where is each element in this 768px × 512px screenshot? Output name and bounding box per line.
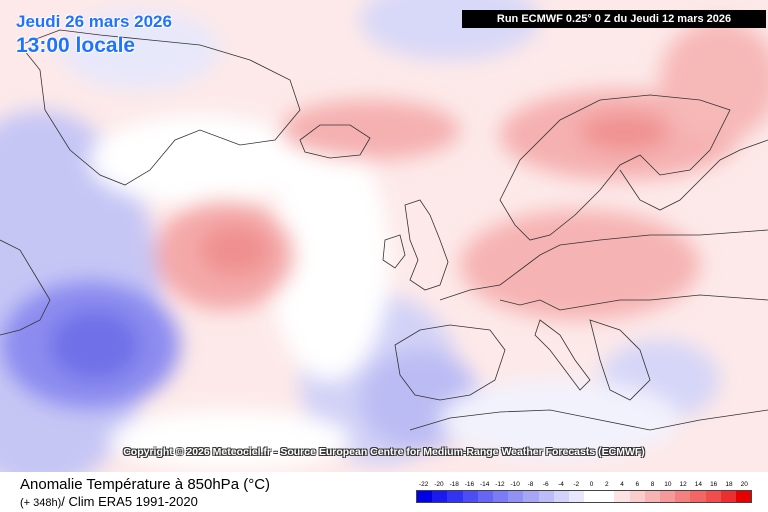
coastlines (0, 29, 768, 431)
legend-label: 0 (589, 481, 594, 488)
climatology-label: / Clim ERA5 1991-2020 (61, 494, 198, 509)
legend-swatch (614, 491, 630, 502)
forecast-step: (+ 348h) (20, 497, 62, 509)
legend-swatch (599, 491, 615, 502)
legend-label: 14 (694, 481, 703, 488)
legend-label: -22 (418, 481, 429, 488)
legend-swatch (660, 491, 676, 502)
legend-label: -8 (527, 481, 534, 488)
legend-label: -4 (558, 481, 564, 488)
legend-color-bar (416, 490, 752, 503)
legend-swatch (568, 491, 585, 502)
legend-swatch (629, 491, 645, 502)
run-info-box: Run ECMWF 0.25° 0 Z du Jeudi 12 mars 202… (462, 10, 766, 28)
legend-label: 16 (710, 481, 718, 488)
legend-label: 8 (650, 481, 655, 488)
copyright-notice: Copyright © 2026 Meteociel.fr - Source E… (123, 446, 645, 458)
parameter-title: Anomalie Température à 850hPa (°C) (20, 476, 271, 493)
legend-label: -20 (434, 481, 444, 488)
legend-label: 4 (620, 481, 624, 488)
legend-tick-labels: -22 -20 -18 -16 -14 -12 -10 -8 -6 -4 -2 0 2 4 6 8 10 12 14… (416, 480, 752, 490)
color-legend: -22 -20 -18 -16 -14 -12 -10 -8 -6 -4 -2 0 2 4 6 8 10 12 14… (416, 480, 752, 503)
legend-swatch (553, 491, 569, 502)
legend-swatch (644, 491, 660, 502)
anomaly-map (0, 0, 768, 472)
valid-time-label: 13:00 locale (16, 34, 136, 57)
legend-label: 20 (740, 481, 748, 488)
legend-label: 10 (664, 481, 672, 488)
map-canvas (0, 0, 768, 472)
legend-swatch (508, 491, 524, 502)
legend-swatch (492, 491, 509, 502)
legend-label: -6 (542, 481, 549, 488)
parameter-subtitle: (+ 348h)/ Clim ERA5 1991-2020 (20, 494, 198, 509)
legend-label: 18 (725, 481, 733, 488)
valid-date-label: Jeudi 26 mars 2026 (16, 12, 172, 31)
legend-swatch (735, 491, 752, 502)
legend-swatch (417, 491, 433, 502)
legend-label: -12 (495, 481, 505, 488)
legend-swatch (447, 491, 463, 502)
legend-label: -2 (573, 481, 580, 488)
anomaly-field (0, 0, 768, 472)
legend-label: 6 (635, 481, 640, 488)
legend-swatch (523, 491, 539, 502)
legend-swatch (477, 491, 493, 502)
legend-label: -10 (510, 481, 520, 488)
legend-swatch (690, 491, 706, 502)
legend-swatch (462, 491, 478, 502)
legend-label: -14 (479, 481, 490, 488)
legend-label: 2 (605, 481, 609, 488)
legend-swatch (720, 491, 736, 502)
legend-label: -16 (464, 481, 475, 488)
legend-swatch (432, 491, 448, 502)
legend-swatch (675, 491, 691, 502)
legend-label: -18 (449, 481, 459, 488)
legend-label: 12 (679, 481, 687, 488)
legend-swatch (584, 491, 600, 502)
legend-swatch (538, 491, 554, 502)
legend-swatch (705, 491, 721, 502)
